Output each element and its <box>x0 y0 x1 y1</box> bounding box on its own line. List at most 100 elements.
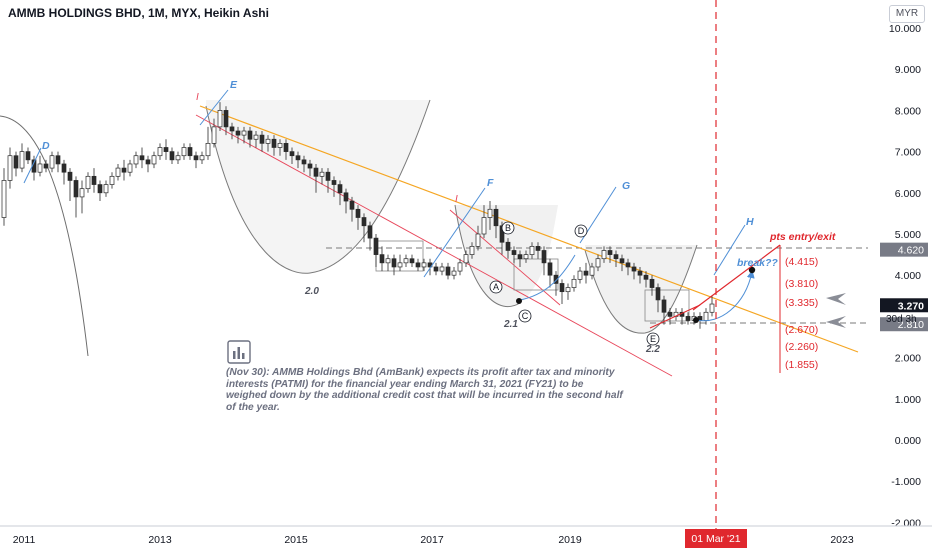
candle-bull <box>571 278 577 288</box>
price-badge-label: 4.620 <box>898 245 924 257</box>
candle-bull <box>709 303 715 313</box>
candle-bull <box>565 287 571 293</box>
candle-bull <box>703 311 709 321</box>
candle-bull <box>277 143 283 148</box>
circle-label-a: A <box>493 282 499 292</box>
candle-bull <box>133 155 139 165</box>
break-label: break?? <box>737 257 778 269</box>
pointer-arrow-2 <box>826 316 846 328</box>
candle-bear <box>283 143 289 152</box>
target-3335: (3.335) <box>785 297 818 309</box>
candle-bear <box>499 225 505 243</box>
candle-bull <box>1 180 7 218</box>
candle-bear <box>73 180 79 198</box>
candle-bull <box>127 163 133 173</box>
date-badge-label: 01 Mar '21 <box>691 533 740 545</box>
candle-bull <box>211 126 217 144</box>
candle-bear <box>613 254 619 260</box>
candle-bull <box>7 155 13 181</box>
candle-bull <box>319 171 325 177</box>
consolidation-box-3 <box>644 289 690 322</box>
price-tick-label: 2.000 <box>895 353 921 365</box>
candle-bear <box>511 250 517 255</box>
candle-bull <box>457 262 463 272</box>
candle-bull <box>397 262 403 268</box>
low-dot-c <box>516 298 522 304</box>
candle-bear <box>433 266 439 272</box>
candle-bear <box>685 316 691 321</box>
candle-bull <box>589 266 595 276</box>
arc-left-2011 <box>0 115 89 357</box>
candle-bear <box>643 274 649 280</box>
candle-bull <box>451 270 457 276</box>
target-label: pts entry/exit <box>769 231 836 243</box>
time-tick-label: 2023 <box>830 534 854 546</box>
candle-bear <box>535 246 541 251</box>
trendline-orange <box>199 105 859 353</box>
price-axis[interactable]: 10.0009.0008.0007.0006.0005.0004.0003.28… <box>889 23 921 529</box>
candle-bear <box>607 250 613 255</box>
price-badge-label: 2.810 <box>898 319 924 331</box>
candle-bear <box>139 155 145 161</box>
candle-bear <box>625 262 631 268</box>
projection-red-1 <box>692 244 781 311</box>
price-tick-label: 9.000 <box>895 64 921 76</box>
price-tick-label: 1.000 <box>895 394 921 406</box>
candle-bear <box>247 130 253 140</box>
price-tick-label: 0.000 <box>895 435 921 447</box>
candle-bear <box>121 167 127 173</box>
candle-bear <box>91 175 97 185</box>
candle-bear <box>163 147 169 152</box>
candle-bear <box>187 147 193 157</box>
candle-bull <box>85 175 91 190</box>
candle-bull <box>403 258 409 264</box>
wave-curve-c <box>519 254 576 301</box>
candle-bear <box>559 283 565 293</box>
candle-bull <box>109 175 115 185</box>
low-dot-e <box>693 317 699 323</box>
price-badge <box>880 242 928 257</box>
candle-bear <box>223 110 229 128</box>
candle-bear <box>541 250 547 264</box>
target-4415: (4.415) <box>785 256 818 268</box>
candle-bull <box>103 184 109 194</box>
candle-bull <box>475 233 481 247</box>
candle-bull <box>115 167 121 177</box>
price-tick-label: 10.000 <box>889 23 921 35</box>
candle-bear <box>229 126 235 132</box>
target-3810: (3.810) <box>785 278 818 290</box>
candle-bear <box>97 184 103 194</box>
candle-bull <box>601 250 607 260</box>
candle-bull <box>463 254 469 264</box>
bowl-2020-line <box>584 244 698 334</box>
candle-bear <box>313 167 319 177</box>
candle-bear <box>349 200 355 210</box>
candle-bull <box>79 188 85 198</box>
wave-label-g: G <box>622 180 630 192</box>
candle-bear <box>505 241 511 251</box>
candle-bull <box>175 155 181 161</box>
time-tick-label: 2015 <box>284 534 308 546</box>
circle-label-d: D <box>578 226 585 236</box>
price-tick-label: -2.000 <box>891 517 921 529</box>
currency-button[interactable]: MYR <box>889 5 925 23</box>
candle-bear <box>271 138 277 148</box>
candle-bull <box>37 163 43 173</box>
candle-bear <box>25 151 31 161</box>
time-axis[interactable]: 2011 2013 2015 2017 2019 2023 <box>13 534 854 546</box>
candle-bear <box>361 217 367 227</box>
base-label-2-2: 2.2 <box>645 344 660 355</box>
target-2260: (2.260) <box>785 341 818 353</box>
candles-group <box>1 102 715 329</box>
news-chart-icon[interactable] <box>227 340 251 364</box>
candle-bull <box>487 208 493 218</box>
candle-bull <box>469 246 475 255</box>
candle-bull <box>385 258 391 264</box>
candle-bull <box>439 266 445 272</box>
candle-bear <box>373 237 379 255</box>
candle-bear <box>583 270 589 276</box>
candle-bear <box>295 155 301 161</box>
candle-bear <box>55 155 61 165</box>
price-badge-label: 3.270 <box>898 300 924 312</box>
